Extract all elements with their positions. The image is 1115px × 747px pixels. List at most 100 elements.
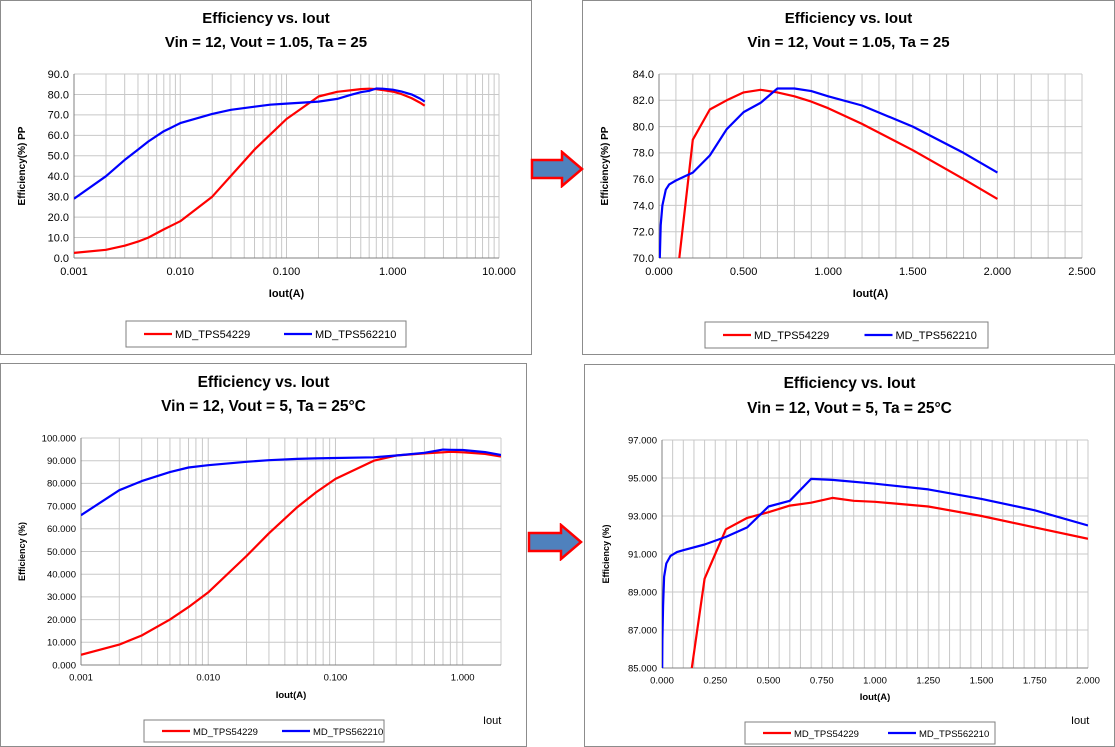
- y-tick-label: 80.0: [633, 121, 654, 133]
- right-arrow-icon: [530, 150, 584, 188]
- x-tick-label: 1.000: [379, 266, 407, 278]
- chart-panel-3: Efficiency vs. Iout Vin = 12, Vout = 5, T…: [0, 363, 527, 747]
- legend-label: MD_TPS562210: [315, 329, 396, 341]
- series-line-MD_TPS54229: [678, 88, 998, 259]
- y-tick-label: 30.0: [48, 192, 69, 204]
- y-tick-label: 0.0: [54, 253, 69, 265]
- chart-1: Efficiency vs. Iout Vin = 12, Vout = 1.05…: [17, 10, 516, 348]
- y-tick-label: 100.000: [42, 433, 76, 444]
- x-tick-label: 10.000: [482, 266, 516, 278]
- x-tick-label: 1.500: [899, 266, 927, 278]
- x-tick-label: 1.750: [1023, 676, 1047, 687]
- chart-subtitle: Vin = 12, Vout = 1.05, Ta = 25: [747, 34, 949, 51]
- x-tick-label: 2.500: [1068, 266, 1096, 278]
- legend-label: MD_TPS54229: [754, 330, 829, 342]
- y-tick-label: 20.0: [48, 212, 69, 224]
- chart-panel-1: Efficiency vs. Iout Vin = 12, Vout = 1.05…: [0, 0, 532, 355]
- legend-box: [143, 719, 385, 743]
- y-tick-label: 0.000: [52, 660, 76, 671]
- legend-label: MD_TPS562210: [919, 729, 989, 740]
- x-tick-label: 1.500: [970, 676, 994, 687]
- chart-panel-2: Efficiency vs. Iout Vin = 12, Vout = 1.05…: [582, 0, 1115, 355]
- y-tick-label: 85.000: [628, 663, 657, 674]
- chart-panel-4: Efficiency vs. Iout Vin = 12, Vout = 5, T…: [584, 364, 1115, 747]
- x-tick-label: 1.000: [814, 266, 842, 278]
- chart-subtitle: Vin = 12, Vout = 1.05, Ta = 25: [165, 34, 367, 51]
- y-axis-label: Efficiency (%): [17, 522, 27, 581]
- y-tick-label: 74.0: [633, 200, 654, 212]
- x-tick-label: 0.100: [273, 266, 301, 278]
- y-tick-label: 91.000: [628, 549, 657, 560]
- right-arrow-shape: [530, 150, 584, 188]
- chart-title: Efficiency vs. Iout: [202, 10, 330, 27]
- series-line-MD_TPS54229: [74, 87, 426, 254]
- y-tick-label: 90.000: [47, 456, 76, 467]
- x-tick-label: 0.001: [69, 673, 93, 684]
- chart-title: Efficiency vs. Iout: [784, 375, 916, 392]
- y-tick-label: 80.0: [48, 89, 69, 101]
- x-axis-label: Iout(A): [269, 288, 305, 300]
- y-tick-label: 60.000: [47, 524, 76, 535]
- chart-title: Efficiency vs. Iout: [785, 10, 913, 27]
- chart-title: Efficiency vs. Iout: [198, 374, 330, 391]
- x-tick-label: 0.000: [650, 676, 674, 687]
- x-tick-label: 2.000: [984, 266, 1012, 278]
- legend-box: [125, 320, 407, 348]
- series-line-MD_TPS54229: [690, 496, 1088, 669]
- legend-box: [704, 321, 989, 349]
- y-tick-label: 10.000: [47, 638, 76, 649]
- series-line-MD_TPS562210: [662, 477, 1088, 669]
- y-tick-label: 90.0: [48, 69, 69, 81]
- chart-4: Efficiency vs. Iout Vin = 12, Vout = 5, T…: [601, 375, 1100, 745]
- x-tick-label: 2.000: [1076, 676, 1100, 687]
- legend-label: MD_TPS54229: [794, 729, 859, 740]
- series-line-MD_TPS562210: [659, 87, 998, 259]
- x-tick-label: 0.500: [730, 266, 758, 278]
- chart-subtitle: Vin = 12, Vout = 5, Ta = 25°C: [747, 400, 952, 417]
- y-axis-label: Efficiency(%) PP: [600, 126, 611, 205]
- x-tick-label: 0.010: [166, 266, 194, 278]
- y-tick-label: 72.0: [633, 227, 654, 239]
- x-tick-label: 0.100: [324, 673, 348, 684]
- y-tick-label: 70.0: [633, 253, 654, 265]
- series-line-MD_TPS54229: [81, 450, 501, 656]
- right-arrow-icon: [527, 523, 583, 561]
- series-line-MD_TPS562210: [81, 448, 501, 517]
- y-tick-label: 89.000: [628, 587, 657, 598]
- y-axis-label: Efficiency(%) PP: [17, 126, 28, 205]
- y-tick-label: 97.000: [628, 435, 657, 446]
- legend-box: [744, 721, 996, 745]
- right-arrow-shape: [527, 523, 583, 561]
- extra-label: Iout: [1071, 715, 1089, 727]
- x-tick-label: 0.001: [60, 266, 88, 278]
- chart-2: Efficiency vs. Iout Vin = 12, Vout = 1.05…: [600, 10, 1096, 349]
- series-line-MD_TPS562210: [74, 87, 426, 200]
- x-axis-label: Iout(A): [860, 692, 891, 703]
- y-tick-label: 70.0: [48, 110, 69, 122]
- chart-subtitle: Vin = 12, Vout = 5, Ta = 25°C: [161, 398, 366, 415]
- legend-label: MD_TPS54229: [193, 727, 258, 738]
- y-tick-label: 78.0: [633, 148, 654, 160]
- y-tick-label: 60.0: [48, 130, 69, 142]
- y-tick-label: 93.000: [628, 511, 657, 522]
- y-tick-label: 76.0: [633, 174, 654, 186]
- x-tick-label: 0.250: [703, 676, 727, 687]
- y-tick-label: 84.0: [633, 69, 654, 81]
- x-tick-label: 0.500: [757, 676, 781, 687]
- x-tick-label: 1.000: [451, 673, 475, 684]
- legend-label: MD_TPS562210: [896, 330, 977, 342]
- y-tick-label: 50.000: [47, 547, 76, 558]
- y-tick-label: 70.000: [47, 501, 76, 512]
- y-tick-label: 40.0: [48, 171, 69, 183]
- x-axis-label: Iout(A): [853, 288, 889, 300]
- x-tick-label: 0.010: [196, 673, 220, 684]
- y-tick-label: 50.0: [48, 151, 69, 163]
- y-tick-label: 95.000: [628, 473, 657, 484]
- y-tick-label: 10.0: [48, 232, 69, 244]
- y-tick-label: 20.000: [47, 615, 76, 626]
- x-axis-label: Iout(A): [276, 690, 307, 701]
- x-tick-label: 1.000: [863, 676, 887, 687]
- y-tick-label: 80.000: [47, 479, 76, 490]
- x-tick-label: 0.000: [645, 266, 673, 278]
- x-tick-label: 1.250: [916, 676, 940, 687]
